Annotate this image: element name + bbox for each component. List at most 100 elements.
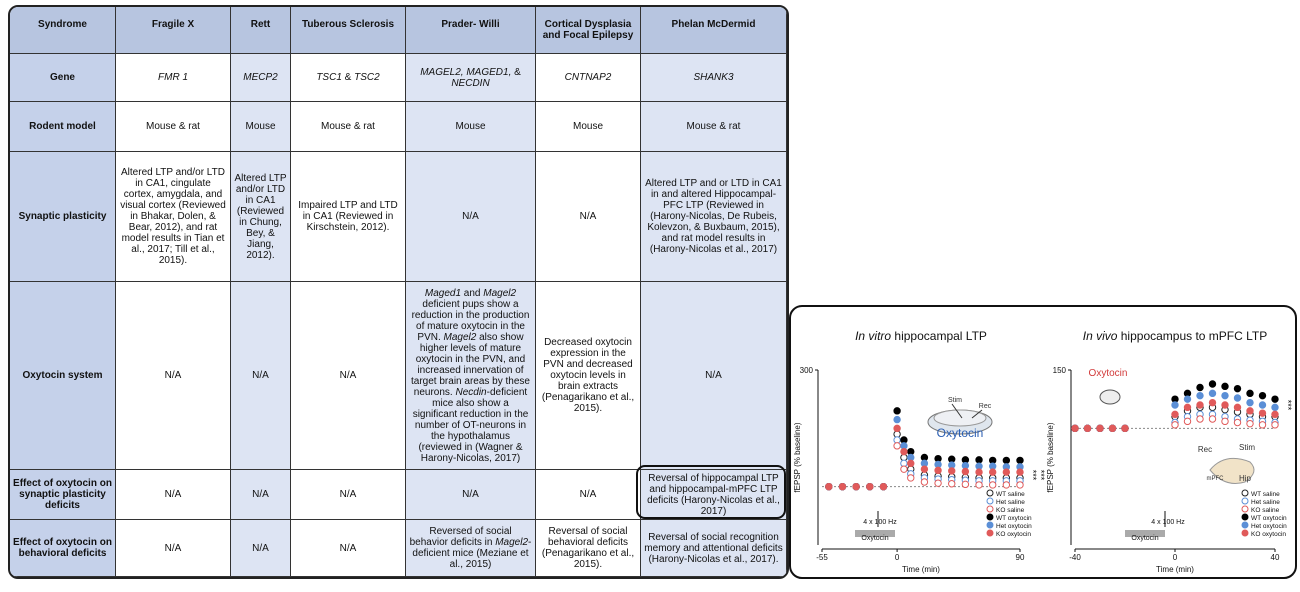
table-cell: MAGEL2, MAGED1, & NECDIN <box>406 54 536 102</box>
annotation: Oxytocin <box>861 535 888 542</box>
table-cell: Reversal of social recognition memory an… <box>641 520 787 577</box>
table-cell: N/A <box>536 152 641 282</box>
data-point <box>1071 424 1079 433</box>
rec-electrode <box>971 409 983 419</box>
data-point <box>1246 389 1254 398</box>
text-run: SHANK3 <box>693 72 734 83</box>
legend-label: Het saline <box>996 499 1025 506</box>
legend-marker <box>1241 497 1249 505</box>
figure-panel <box>789 305 1297 579</box>
data-point <box>1271 395 1279 403</box>
x-axis-label: Time (min) <box>1156 565 1194 574</box>
annotation: *** <box>1028 470 1038 481</box>
legend-marker <box>1241 521 1249 529</box>
data-point <box>907 474 915 482</box>
data-point <box>838 482 847 491</box>
legend-marker <box>986 505 994 513</box>
row-label: Gene <box>10 54 116 102</box>
data-point <box>1258 401 1267 409</box>
data-point <box>988 481 997 489</box>
data-point <box>1258 391 1267 400</box>
text-run: and <box>461 287 484 299</box>
data-point <box>1208 380 1217 388</box>
x-tick-label: 40 <box>1271 553 1280 562</box>
chart-title: In vitro hippocampal LTP <box>855 329 987 343</box>
legend-label: Het oxytocin <box>1251 523 1287 530</box>
table-cell: N/A <box>291 470 406 520</box>
data-point <box>1221 391 1229 400</box>
data-point <box>893 424 901 433</box>
table-cell: N/A <box>406 152 536 282</box>
legend-marker <box>986 489 994 497</box>
x-tick-label: 0 <box>895 553 900 562</box>
data-point <box>1233 403 1242 412</box>
text-run: -deficient mice also show a significant … <box>412 386 529 464</box>
data-point <box>1221 382 1229 391</box>
annotation: Hip <box>1239 474 1252 483</box>
annotation: Oxytocin <box>1131 535 1158 542</box>
slice <box>933 409 987 427</box>
text-run: Magel2 <box>443 331 477 343</box>
data-point <box>1258 409 1267 417</box>
data-point <box>1221 417 1229 426</box>
data-point <box>1016 468 1024 476</box>
data-point <box>1208 415 1217 423</box>
x-tick-label: -40 <box>1069 553 1081 562</box>
cell-text: SHANK3 <box>693 72 733 83</box>
table-cell: N/A <box>406 470 536 520</box>
table-cell: Decreased oxytocin expression in the PVN… <box>536 282 641 470</box>
data-point <box>852 482 860 491</box>
data-point <box>920 478 929 486</box>
table-cell: Altered LTP and/or LTD in CA1 (Reviewed … <box>231 152 291 282</box>
data-point <box>900 447 908 456</box>
table-cell: Reversal of social behavioral deficits (… <box>536 520 641 577</box>
legend-marker <box>986 513 994 521</box>
legend-label: KO saline <box>1251 507 1280 514</box>
table-cell: N/A <box>291 520 406 577</box>
text-run: MAGEL2, MAGED1, <box>420 66 515 78</box>
data-point <box>1246 407 1254 415</box>
text-run: FMR 1 <box>158 72 188 83</box>
table-cell: Maged1 and Magel2 deficient pups show a … <box>406 282 536 470</box>
table-cell: Reversal of hippocampal LTP and hippocam… <box>641 470 787 520</box>
table-cell: FMR 1 <box>116 54 231 102</box>
text-run: Necdin <box>455 386 487 398</box>
row-label: Oxytocin system <box>10 282 116 470</box>
data-point <box>1083 424 1092 433</box>
row-label: Rodent model <box>10 102 116 152</box>
annotation: 4 x 100 Hz <box>863 519 897 526</box>
table-cell: Reversed of social behavior deficits in … <box>406 520 536 577</box>
legend-label: WT oxytocin <box>1251 515 1287 522</box>
annotation: *** <box>1283 400 1293 411</box>
data-point <box>975 456 983 464</box>
stim-electrode <box>951 403 963 419</box>
y-tick-label: 150 <box>1053 366 1067 375</box>
text-run: also show higher levels of mature oxytoc… <box>411 331 530 398</box>
legend-label: KO saline <box>996 507 1025 514</box>
table-cell: MECP2 <box>231 54 291 102</box>
row-label: Effect of oxytocin on synaptic plasticit… <box>10 470 116 520</box>
data-point <box>1096 424 1104 433</box>
table-cell: Mouse & rat <box>641 102 787 152</box>
text-run: Magel2 <box>483 287 517 299</box>
data-point <box>961 467 970 476</box>
data-point <box>1271 410 1279 419</box>
data-point <box>934 466 942 475</box>
header-cell: Rett <box>231 7 291 54</box>
header-cell: Prader- Willi <box>406 7 536 54</box>
data-point <box>900 465 908 473</box>
data-point <box>1233 384 1242 393</box>
x-tick-label: -55 <box>816 553 828 562</box>
data-point <box>1121 424 1129 433</box>
annotation: Stim <box>948 397 962 404</box>
table-cell: N/A <box>231 520 291 577</box>
legend-label: WT saline <box>996 491 1025 498</box>
text-run: -deficient mice (Meziane et al., 2015) <box>412 537 532 570</box>
table-cell: N/A <box>231 282 291 470</box>
stim-bar <box>1125 530 1165 537</box>
data-point <box>893 442 901 450</box>
data-point <box>1208 398 1217 407</box>
data-point <box>1171 401 1179 409</box>
